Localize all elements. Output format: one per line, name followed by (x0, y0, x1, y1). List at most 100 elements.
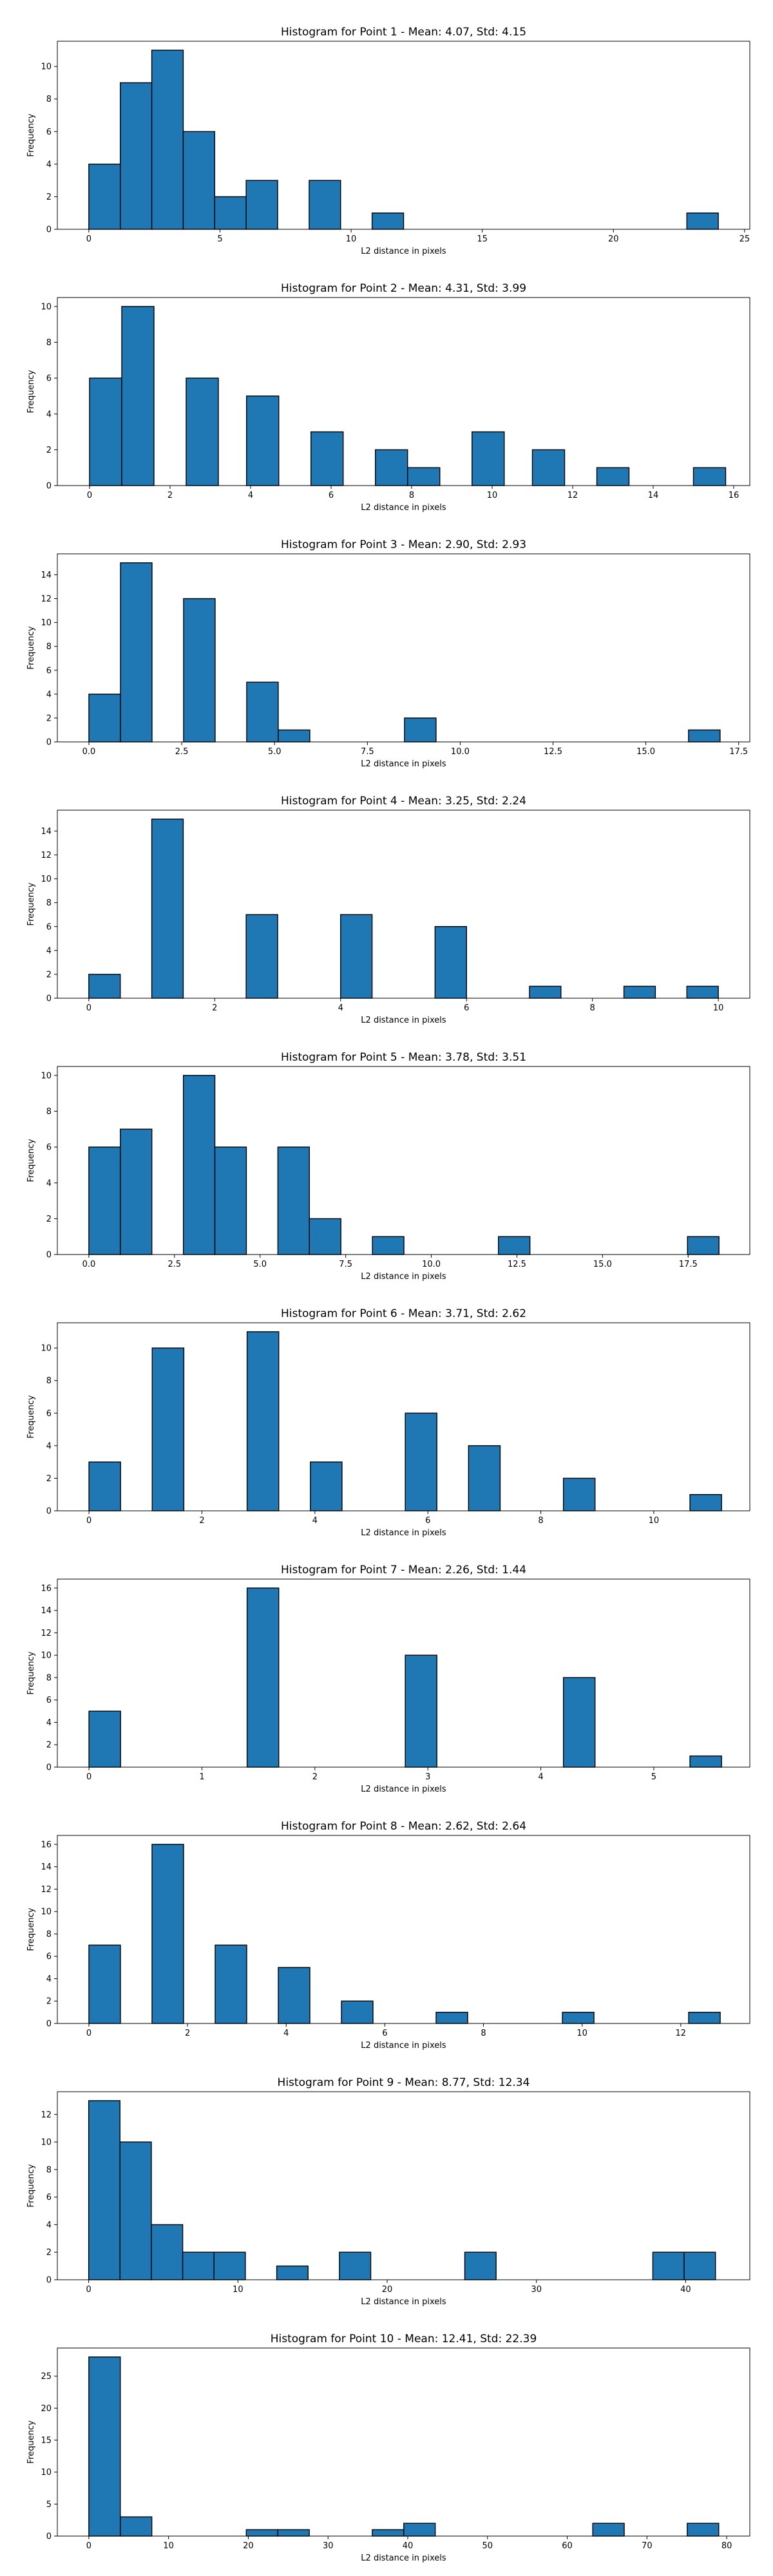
x-tick-label: 2 (212, 1003, 217, 1013)
x-tick-label: 20 (608, 234, 619, 244)
chart-2: 0 2 4 6 8 10 12 14 16 0 2 4 6 8 10 Histogram for Point … (26, 282, 750, 513)
x-tick-label: 0 (86, 1516, 91, 1526)
y-axis-label: Frequency (26, 626, 36, 669)
y-tick-label: 8 (46, 2165, 52, 2175)
x-tick-label: 17.5 (679, 1260, 698, 1269)
y-tick-label: 10 (41, 1651, 52, 1661)
y-tick-label: 2 (46, 193, 52, 202)
histogram-bar (310, 1461, 343, 1511)
x-axis-label: L2 distance in pixels (361, 1016, 446, 1025)
histogram-bar (88, 2100, 120, 2280)
y-tick-label: 4 (46, 1441, 52, 1451)
chart-8: 0 2 4 6 8 10 12 0 2 4 6 8 10 12 14 16 Histogram for Poin… (26, 1820, 750, 2050)
x-tick-label: 60 (562, 2541, 573, 2551)
y-tick-label: 2 (46, 1474, 52, 1484)
x-tick-label: 14 (648, 491, 659, 500)
histogram-bar (88, 1710, 121, 1768)
x-tick-label: 1 (199, 1772, 204, 1782)
y-tick-label: 10 (41, 1071, 52, 1081)
y-tick-label: 10 (41, 618, 52, 628)
x-tick-label: 5 (217, 234, 222, 244)
histogram-bar (183, 598, 216, 743)
histogram-bar (341, 2000, 374, 2024)
y-tick-label: 14 (41, 827, 52, 837)
histogram-bar (246, 1587, 280, 1768)
histogram-bar (88, 164, 121, 230)
histogram-bar (88, 2356, 121, 2537)
histogram-bar (88, 1146, 121, 1255)
y-tick-label: 16 (41, 1584, 52, 1593)
y-tick-label: 8 (46, 1376, 52, 1386)
x-tick-label: 0.0 (82, 1260, 96, 1269)
x-tick-label: 20 (243, 2541, 254, 2551)
x-tick-label: 30 (531, 2285, 542, 2295)
x-tick-label: 10 (346, 234, 357, 244)
y-tick-label: 6 (46, 2193, 52, 2202)
x-tick-label: 0.0 (82, 747, 96, 757)
histogram-bar (339, 2251, 372, 2280)
histogram-bar (213, 2251, 246, 2280)
histogram-bar (434, 926, 467, 999)
y-tick-label: 6 (46, 128, 52, 137)
histogram-bar (88, 694, 121, 743)
chart-title: Histogram for Point 1 - Mean: 4.07, Std:… (281, 26, 526, 39)
chart-4: 0 2 4 6 8 10 0 2 4 6 8 10 12 14 Histogram for Point 4 … (26, 795, 750, 1025)
y-tick-label: 8 (46, 1107, 52, 1117)
y-axis-label: Frequency (26, 1395, 36, 1438)
y-tick-label: 12 (41, 2110, 52, 2120)
x-tick-label: 12.5 (544, 747, 562, 757)
y-tick-label: 4 (46, 160, 52, 169)
histogram-bar (151, 1844, 184, 2024)
histogram-bar (119, 2141, 152, 2280)
histogram-bar (88, 1461, 121, 1511)
x-axis-label: L2 distance in pixels (361, 2297, 446, 2307)
histogram-bar (88, 974, 121, 999)
x-tick-label: 12 (568, 491, 578, 500)
y-tick-label: 6 (46, 922, 52, 932)
y-tick-label: 0 (46, 738, 52, 748)
x-tick-label: 10 (163, 2541, 174, 2551)
y-tick-label: 6 (46, 1696, 52, 1705)
y-tick-label: 4 (46, 1975, 52, 1984)
x-axis-label: L2 distance in pixels (361, 1528, 446, 1538)
x-tick-label: 10.0 (451, 747, 470, 757)
histogram-bar (182, 131, 216, 230)
histogram-bar (529, 985, 562, 999)
y-tick-label: 12 (41, 594, 52, 604)
y-tick-label: 4 (46, 1179, 52, 1188)
histogram-bar (688, 2011, 721, 2024)
x-tick-label: 5.0 (268, 747, 282, 757)
plot-frame (57, 1066, 750, 1255)
x-tick-label: 4 (283, 2029, 289, 2038)
histogram-bar (309, 180, 341, 230)
plot-frame (57, 1578, 750, 1768)
x-tick-label: 10 (649, 1516, 660, 1526)
histogram-bar (562, 1677, 596, 1768)
histogram-bar (464, 2251, 497, 2280)
x-tick-label: 40 (680, 2285, 691, 2295)
chart-title: Histogram for Point 10 - Mean: 12.41, St… (271, 2333, 537, 2345)
histogram-bar (186, 377, 219, 486)
y-tick-label: 0 (46, 482, 52, 491)
y-axis-label: Frequency (26, 1139, 36, 1182)
y-tick-label: 8 (46, 95, 52, 104)
x-tick-label: 80 (721, 2541, 732, 2551)
histogram-bar (182, 2251, 215, 2280)
x-tick-label: 30 (323, 2541, 334, 2551)
y-tick-label: 16 (41, 1840, 52, 1850)
x-tick-label: 12 (676, 2029, 687, 2038)
histogram-bar (245, 2529, 278, 2537)
y-tick-label: 15 (41, 2436, 52, 2446)
x-axis-label: L2 distance in pixels (361, 1272, 446, 1282)
y-tick-label: 14 (41, 1606, 52, 1616)
y-tick-label: 14 (41, 571, 52, 580)
x-tick-label: 5.0 (253, 1260, 267, 1269)
y-tick-label: 10 (41, 1908, 52, 1917)
chart-title: Histogram for Point 3 - Mean: 2.90, Std:… (281, 538, 526, 551)
x-tick-label: 4 (538, 1772, 543, 1782)
y-tick-label: 0 (46, 1763, 52, 1773)
chart-title: Histogram for Point 7 - Mean: 2.26, Std:… (281, 1564, 526, 1577)
histogram-bar (151, 2224, 184, 2280)
plot-frame (57, 553, 750, 743)
